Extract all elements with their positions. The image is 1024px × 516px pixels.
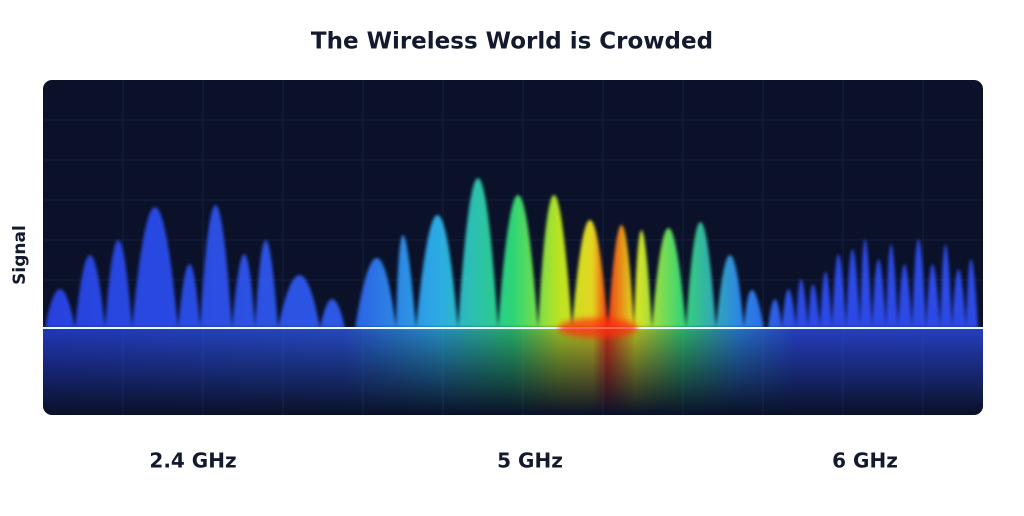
band-label: 5 GHz bbox=[497, 449, 563, 473]
hotspot bbox=[558, 318, 638, 338]
band-label: 6 GHz bbox=[832, 449, 898, 473]
title: The Wireless World is Crowded bbox=[311, 29, 713, 55]
band-label: 2.4 GHz bbox=[149, 449, 236, 473]
y-axis-label: Signal bbox=[10, 225, 30, 285]
spectrum-panel bbox=[43, 80, 983, 415]
reflection bbox=[43, 328, 983, 415]
signal-peaks bbox=[45, 178, 978, 328]
